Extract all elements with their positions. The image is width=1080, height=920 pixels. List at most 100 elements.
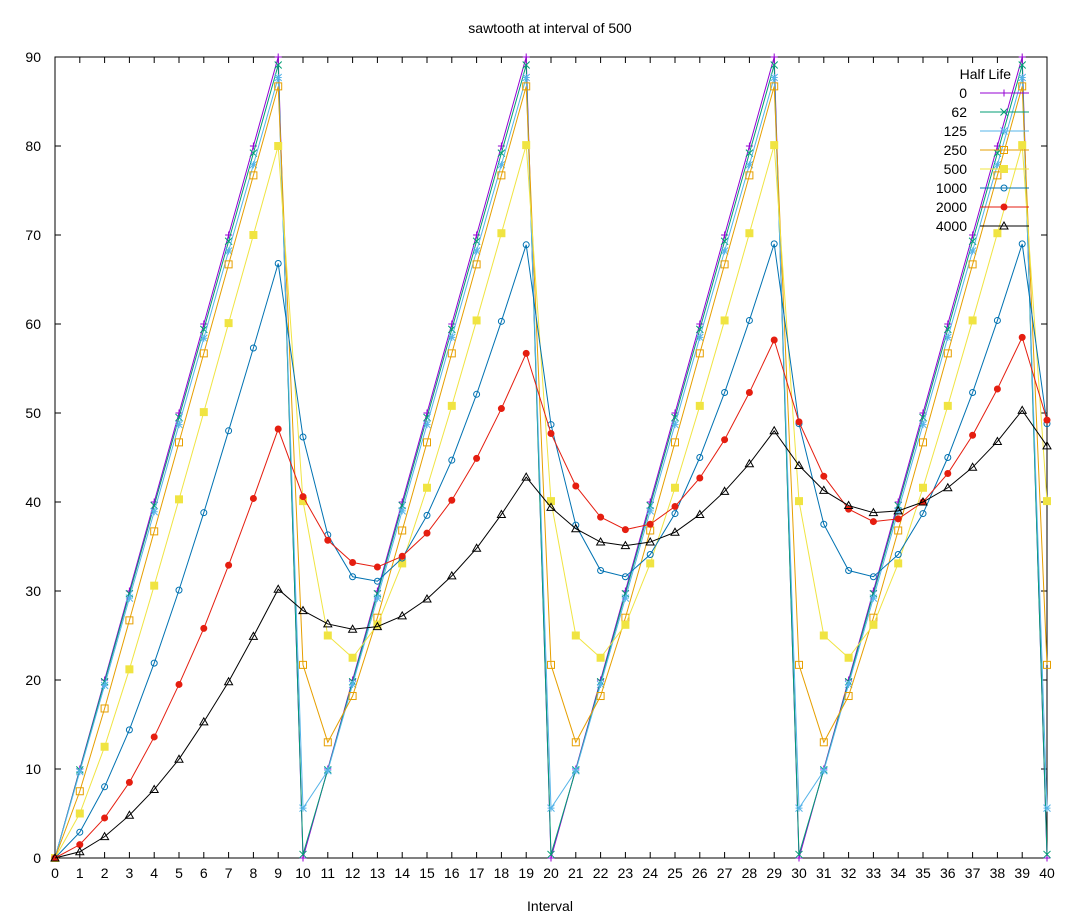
- data-point: [497, 229, 506, 238]
- x-tick-label: 36: [940, 865, 956, 881]
- data-point: [919, 483, 927, 492]
- data-point: [547, 497, 555, 506]
- data-point: [868, 507, 879, 517]
- data-point: [695, 401, 704, 410]
- data-point: [745, 171, 754, 180]
- x-tick-label: 22: [593, 865, 609, 881]
- y-tick-label: 50: [25, 405, 41, 421]
- data-point: [819, 766, 828, 775]
- series-1000: [51, 240, 1051, 862]
- data-point: [1043, 660, 1051, 669]
- x-tick-label: 15: [419, 865, 435, 881]
- data-point: [199, 408, 208, 417]
- data-point: [472, 247, 481, 255]
- data-point: [572, 482, 580, 490]
- data-point: [1018, 240, 1026, 248]
- data-point: [1018, 73, 1027, 82]
- data-point: [919, 409, 927, 417]
- data-point: [76, 828, 84, 836]
- data-point: [299, 493, 307, 501]
- data-point: [423, 409, 431, 417]
- data-point: [274, 82, 283, 91]
- x-tick-label: 29: [766, 865, 782, 881]
- data-point: [101, 783, 109, 791]
- legend-title: Half Life: [960, 66, 1012, 82]
- x-axis-label: Interval: [527, 898, 573, 914]
- data-point: [348, 680, 357, 689]
- series-125: [51, 73, 1051, 862]
- y-tick-label: 60: [25, 316, 41, 332]
- data-point: [820, 472, 828, 480]
- data-point: [819, 738, 828, 747]
- data-point: [547, 429, 555, 437]
- data-point: [745, 229, 754, 238]
- data-point: [225, 231, 233, 239]
- data-point: [125, 594, 134, 602]
- data-point: [1018, 53, 1026, 61]
- data-point: [869, 573, 877, 581]
- data-point: [76, 841, 84, 849]
- data-point: [448, 496, 456, 504]
- data-point: [199, 334, 208, 343]
- data-point: [423, 420, 431, 429]
- data-point: [894, 515, 902, 523]
- data-point: [472, 260, 481, 269]
- data-point: [200, 624, 208, 632]
- data-point: [893, 505, 904, 515]
- data-point: [448, 320, 456, 328]
- data-point: [969, 231, 977, 239]
- data-point: [372, 621, 383, 631]
- x-tick-label: 1: [76, 865, 84, 881]
- data-point: [595, 537, 606, 546]
- data-point: [645, 537, 656, 546]
- data-point: [1000, 89, 1008, 97]
- data-point: [175, 495, 183, 504]
- data-point: [423, 529, 431, 537]
- data-point: [770, 141, 779, 150]
- x-tick-label: 37: [965, 865, 981, 881]
- data-point: [422, 594, 432, 603]
- data-point: [200, 320, 208, 328]
- data-point: [349, 573, 357, 581]
- data-point: [100, 681, 109, 690]
- data-point: [224, 260, 233, 269]
- data-point: [225, 427, 233, 435]
- x-tick-label: 2: [101, 865, 109, 881]
- series-line: [54, 243, 1048, 859]
- data-point: [200, 509, 208, 517]
- data-point: [1018, 333, 1026, 341]
- data-point: [224, 319, 233, 328]
- x-tick-label: 7: [225, 865, 233, 881]
- data-point: [918, 496, 928, 506]
- data-point: [894, 559, 903, 568]
- data-point: [1000, 184, 1008, 192]
- data-point: [770, 53, 778, 61]
- data-point: [993, 229, 1002, 238]
- data-point: [770, 73, 779, 82]
- x-tick-label: 27: [717, 865, 733, 881]
- x-tick-label: 0: [51, 865, 59, 881]
- data-point: [323, 631, 332, 640]
- data-point: [448, 456, 456, 464]
- data-point: [473, 231, 481, 239]
- data-point: [1000, 165, 1008, 173]
- data-point: [993, 385, 1001, 393]
- data-point: [324, 536, 332, 544]
- x-tick-label: 25: [667, 865, 683, 881]
- data-point: [274, 73, 283, 82]
- x-tick-label: 14: [394, 865, 410, 881]
- data-point: [522, 349, 530, 357]
- data-point: [894, 526, 903, 535]
- data-point: [249, 231, 258, 239]
- data-point: [274, 61, 283, 69]
- data-point: [175, 409, 183, 417]
- x-tick-label: 21: [568, 865, 584, 881]
- data-point: [473, 454, 481, 462]
- x-tick-label: 31: [816, 865, 832, 881]
- data-point: [744, 458, 755, 468]
- x-tick-label: 10: [295, 865, 311, 881]
- data-point: [596, 653, 605, 662]
- data-point: [992, 436, 1003, 445]
- data-point: [795, 850, 803, 859]
